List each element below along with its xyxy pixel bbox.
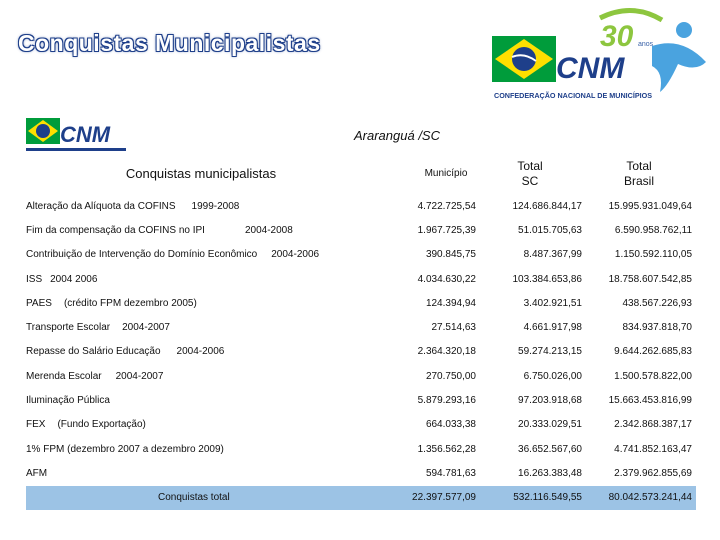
row-label: 1% FPM (dezembro 2007 a dezembro 2009) bbox=[26, 443, 224, 455]
table-row: ISS 2004 2006 4.034.630,22 103.384.653,86 18… bbox=[26, 267, 696, 291]
row-municipio: 124.394,94 bbox=[425, 297, 476, 309]
table-row: Alteração da Alíquota da COFINS 1999-2008… bbox=[26, 194, 696, 218]
row-total-brasil: 15.995.931.049,64 bbox=[608, 200, 692, 212]
row-period: (crédito FPM dezembro 2005) bbox=[63, 297, 197, 309]
svg-text:CNM: CNM bbox=[556, 52, 625, 85]
svg-text:30: 30 bbox=[600, 20, 634, 53]
row-period: 1999-2008 bbox=[191, 200, 240, 212]
row-label: PAES (crédito FPM dezembro 2005) bbox=[26, 297, 197, 309]
row-label: Repasse do Salário Educação 2004-2006 bbox=[26, 346, 225, 358]
row-period: 2004-2006 bbox=[176, 346, 225, 358]
row-municipio: 4.722.725,54 bbox=[417, 200, 476, 212]
table-header-row: Conquistas municipalistas Município Tota… bbox=[26, 153, 696, 194]
row-total-brasil: 438.567.226,93 bbox=[622, 297, 692, 309]
row-label: FEX (Fundo Exportação) bbox=[26, 419, 146, 431]
row-label: ISS 2004 2006 bbox=[26, 273, 98, 285]
row-total-sc: 36.652.567,60 bbox=[518, 443, 582, 455]
table-row: Transporte Escolar 2004-2007 27.514,63 4.66… bbox=[26, 315, 696, 339]
row-total-brasil: 1.150.592.110,05 bbox=[614, 249, 692, 261]
row-label: Transporte Escolar 2004-2007 bbox=[26, 322, 170, 334]
row-period: 2004 2006 bbox=[50, 273, 98, 285]
row-label: Merenda Escolar 2004-2007 bbox=[26, 370, 164, 382]
row-period: 2004-2008 bbox=[244, 224, 293, 236]
row-municipio: 4.034.630,22 bbox=[417, 273, 476, 285]
total-brasil: 80.042.573.241,44 bbox=[608, 492, 692, 504]
row-total-sc: 97.203.918,68 bbox=[518, 395, 582, 407]
row-total-brasil: 1.500.578.822,00 bbox=[614, 370, 692, 382]
header-municipio: Município bbox=[424, 168, 468, 179]
table-total-row: Conquistas total 22.397.577,09 532.116.5… bbox=[26, 485, 696, 510]
row-municipio: 1.967.725,39 bbox=[417, 224, 476, 236]
slide-title: Conquistas Municipalistas bbox=[18, 30, 321, 56]
row-total-sc: 16.263.383,48 bbox=[518, 467, 582, 479]
row-municipio: 1.356.562,28 bbox=[417, 443, 476, 455]
header-conquistas: Conquistas municipalistas bbox=[125, 166, 277, 181]
row-total-brasil: 2.342.868.387,17 bbox=[614, 419, 692, 431]
table-row: FEX (Fundo Exportação) 664.033,38 20.333.02… bbox=[26, 413, 696, 437]
row-municipio: 270.750,00 bbox=[425, 370, 476, 382]
total-municipio: 22.397.577,09 bbox=[412, 492, 476, 504]
table-row: PAES (crédito FPM dezembro 2005) 124.394,9… bbox=[26, 291, 696, 315]
row-total-brasil: 6.590.958.762,11 bbox=[614, 224, 692, 236]
row-label: Iluminação Pública bbox=[26, 395, 110, 407]
row-municipio: 27.514,63 bbox=[431, 322, 477, 334]
city-name: Araranguá /SC bbox=[354, 128, 440, 143]
row-period: 2004-2007 bbox=[115, 370, 164, 382]
table-row: Contribuição de Intervenção do Domínio E… bbox=[26, 243, 696, 267]
row-period: 2004-2007 bbox=[122, 322, 170, 334]
table-row: Iluminação Pública 5.879.293,16 97.203.918… bbox=[26, 388, 696, 412]
cnm-30-anos-logo: 30 anos CNM CONFEDERAÇÃO NACIONAL DE MUN… bbox=[492, 7, 706, 100]
row-label: Alteração da Alíquota da COFINS 1999-2008 bbox=[26, 200, 240, 212]
row-total-sc: 3.402.921,51 bbox=[523, 297, 582, 309]
row-total-brasil: 2.379.962.855,69 bbox=[614, 467, 692, 479]
row-label: AFM bbox=[26, 467, 48, 479]
row-total-sc: 124.686.844,17 bbox=[512, 200, 582, 212]
row-total-brasil: 9.644.262.685,83 bbox=[614, 346, 692, 358]
row-total-brasil: 18.758.607.542,85 bbox=[608, 273, 692, 285]
row-total-sc: 4.661.917,98 bbox=[523, 322, 582, 334]
total-label: Conquistas total bbox=[158, 492, 230, 504]
row-municipio: 664.033,38 bbox=[425, 419, 476, 431]
row-municipio: 2.364.320,18 bbox=[417, 346, 476, 358]
row-total-brasil: 15.663.453.816,99 bbox=[608, 395, 692, 407]
row-total-sc: 8.487.367,99 bbox=[523, 249, 582, 261]
cnm-small-logo: CNM bbox=[26, 118, 126, 151]
row-label: Contribuição de Intervenção do Domínio E… bbox=[26, 249, 320, 261]
table-row: 1% FPM (dezembro 2007 a dezembro 2009) 1.… bbox=[26, 437, 696, 461]
header-band bbox=[0, 0, 720, 112]
row-total-sc: 59.274.213,15 bbox=[518, 346, 582, 358]
row-label: Fim da compensação da COFINS no IPI 2004-… bbox=[26, 224, 293, 236]
row-municipio: 390.845,75 bbox=[425, 249, 476, 261]
row-municipio: 5.879.293,16 bbox=[417, 395, 476, 407]
svg-text:CNM: CNM bbox=[60, 122, 111, 147]
row-total-sc: 6.750.026,00 bbox=[523, 370, 582, 382]
row-total-brasil: 834.937.818,70 bbox=[622, 322, 692, 334]
row-total-sc: 103.384.653,86 bbox=[512, 273, 582, 285]
row-total-brasil: 4.741.852.163,47 bbox=[614, 443, 692, 455]
row-total-sc: 51.015.705,63 bbox=[518, 224, 582, 236]
table-row: Repasse do Salário Educação 2004-2006 2.36… bbox=[26, 340, 696, 364]
table-row: Merenda Escolar 2004-2007 270.750,00 6.750.… bbox=[26, 364, 696, 388]
row-period: 2004-2006 bbox=[271, 249, 320, 261]
row-total-sc: 20.333.029,51 bbox=[518, 419, 582, 431]
row-municipio: 594.781,63 bbox=[425, 467, 476, 479]
table-row: AFM 594.781,63 16.263.383,48 2.379.962.855,… bbox=[26, 461, 696, 485]
conquistas-table: Conquistas municipalistas Município Tota… bbox=[26, 153, 696, 510]
header-total-sc: Total SC bbox=[517, 158, 543, 188]
header-total-brasil: Total Brasil bbox=[623, 158, 654, 188]
svg-text:CONFEDERAÇÃO NACIONAL DE MUNIC: CONFEDERAÇÃO NACIONAL DE MUNICÍPIOS bbox=[494, 91, 652, 100]
total-sc: 532.116.549,55 bbox=[513, 492, 582, 504]
table-row: Fim da compensação da COFINS no IPI 2004-… bbox=[26, 218, 696, 242]
svg-text:anos: anos bbox=[638, 41, 654, 48]
row-period: (Fundo Exportação) bbox=[57, 419, 146, 431]
